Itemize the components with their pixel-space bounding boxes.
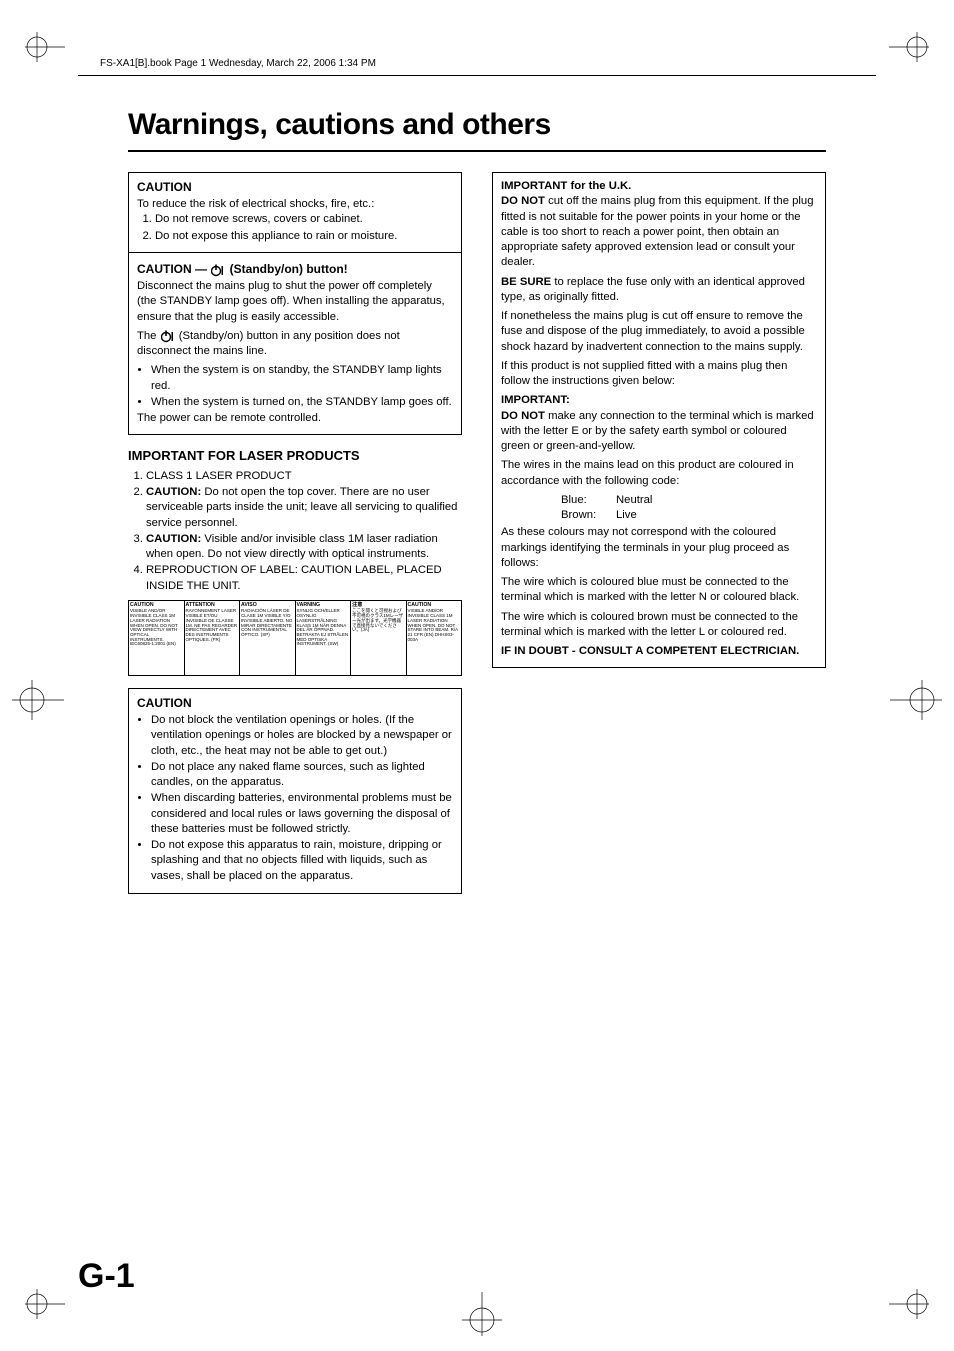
- list-item: Do not expose this appliance to rain or …: [155, 229, 453, 244]
- uk-heading: IMPORTANT for the U.K.: [501, 179, 817, 194]
- uk-p8: The wire which is coloured blue must be …: [501, 575, 817, 606]
- list-item: When discarding batteries, environmental…: [151, 791, 453, 837]
- uk-p3: If nonetheless the mains plug is cut off…: [501, 309, 817, 355]
- uk-box: IMPORTANT for the U.K. DO NOT cut off th…: [492, 172, 826, 668]
- crop-mark-icon: [462, 1292, 502, 1336]
- uk-p4: If this product is not supplied fitted w…: [501, 359, 817, 390]
- crop-mark-icon: [12, 680, 64, 720]
- caution-box-2: CAUTION Do not block the ventilation ope…: [128, 688, 462, 894]
- caution-label-image: CAUTIONVISIBLE AND/OR INVISIBLE CLASS 1M…: [128, 600, 462, 676]
- list-item: Do not expose this apparatus to rain, mo…: [151, 838, 453, 884]
- uk-p6: The wires in the mains lead on this prod…: [501, 458, 817, 489]
- standby-p3: The power can be remote controlled.: [137, 411, 453, 426]
- standby-icon: [211, 263, 225, 277]
- laser-heading: IMPORTANT FOR LASER PRODUCTS: [128, 447, 462, 465]
- important-label: IMPORTANT:: [501, 393, 817, 408]
- heading-suffix: (Standby/on) button!: [226, 262, 347, 276]
- uk-p1: DO NOT cut off the mains plug from this …: [501, 194, 817, 270]
- uk-p9: The wire which is coloured brown must be…: [501, 610, 817, 641]
- title-rule: [128, 150, 826, 152]
- caution-label-panel: ATTENTIONRAYONNEMENT LASER VISIBLE ET/OU…: [185, 601, 241, 675]
- heading-prefix: CAUTION —: [137, 262, 210, 276]
- uk-p2: BE SURE to replace the fuse only with an…: [501, 275, 817, 306]
- caution-label-panel: AVISORADIACIÓN LÁSER DE CLASE 1M VISIBLE…: [240, 601, 296, 675]
- header-rule: [78, 75, 876, 76]
- laser-list: CLASS 1 LASER PRODUCT CAUTION: Do not op…: [146, 469, 462, 594]
- separator: [129, 252, 461, 253]
- list-item: CAUTION: Do not open the top cover. Ther…: [146, 485, 462, 531]
- uk-p5: DO NOT make any connection to the termin…: [501, 409, 817, 455]
- list-item: REPRODUCTION OF LABEL: CAUTION LABEL, PL…: [146, 563, 462, 594]
- list-item: CLASS 1 LASER PRODUCT: [146, 469, 462, 484]
- laser-section: IMPORTANT FOR LASER PRODUCTS CLASS 1 LAS…: [128, 447, 462, 676]
- print-header: FS-XA1[B].book Page 1 Wednesday, March 2…: [100, 58, 376, 69]
- crop-mark-icon: [890, 680, 942, 720]
- crop-mark-icon: [25, 32, 65, 62]
- caution-heading: CAUTION: [137, 695, 453, 711]
- caution-label-panel: CAUTIONVISIBLE AND/OR INVISIBLE CLASS 1M…: [407, 601, 462, 675]
- page-title: Warnings, cautions and others: [128, 108, 551, 142]
- standby-icon: [161, 329, 175, 343]
- standby-p2: The (Standby/on) button in any position …: [137, 329, 453, 360]
- caution-label-panel: VARNINGSYNLIG OCH/ELLER OSYNLIG LASERSTR…: [296, 601, 352, 675]
- right-column: IMPORTANT for the U.K. DO NOT cut off th…: [492, 172, 826, 906]
- list-item: When the system is on standby, the STAND…: [151, 363, 453, 394]
- caution-label-panel: CAUTIONVISIBLE AND/OR INVISIBLE CLASS 1M…: [129, 601, 185, 675]
- caution-heading: CAUTION: [137, 179, 453, 195]
- caution-label-panel: 注意ここを開くと可視および不可視のクラス1Mレーザー光が出ます。光学機器で直接見…: [351, 601, 407, 675]
- list-item: When the system is turned on, the STANDB…: [151, 395, 453, 410]
- standby-heading: CAUTION — (Standby/on) button!: [137, 261, 453, 277]
- uk-p7: As these colours may not correspond with…: [501, 525, 817, 571]
- list-item: Do not block the ventilation openings or…: [151, 713, 453, 759]
- list-item: Do not place any naked flame sources, su…: [151, 760, 453, 791]
- list-item: CAUTION: Visible and/or invisible class …: [146, 532, 462, 563]
- left-column: CAUTION To reduce the risk of electrical…: [128, 172, 462, 906]
- standby-bullets: When the system is on standby, the STAND…: [151, 363, 453, 410]
- caution-intro: To reduce the risk of electrical shocks,…: [137, 197, 453, 212]
- table-row: Blue:Neutral: [561, 493, 817, 508]
- caution2-bullets: Do not block the ventilation openings or…: [151, 713, 453, 884]
- page-number: G-1: [78, 1257, 135, 1296]
- crop-mark-icon: [25, 1289, 65, 1319]
- content-area: CAUTION To reduce the risk of electrical…: [128, 172, 826, 906]
- standby-p1: Disconnect the mains plug to shut the po…: [137, 279, 453, 325]
- wire-color-table: Blue:Neutral Brown:Live: [561, 493, 817, 524]
- caution1-list: Do not remove screws, covers or cabinet.…: [155, 212, 453, 244]
- caution-box-1: CAUTION To reduce the risk of electrical…: [128, 172, 462, 435]
- list-item: Do not remove screws, covers or cabinet.: [155, 212, 453, 227]
- uk-doubt: IF IN DOUBT - CONSULT A COMPETENT ELECTR…: [501, 644, 817, 659]
- crop-mark-icon: [889, 1289, 929, 1319]
- crop-mark-icon: [889, 32, 929, 62]
- table-row: Brown:Live: [561, 508, 817, 523]
